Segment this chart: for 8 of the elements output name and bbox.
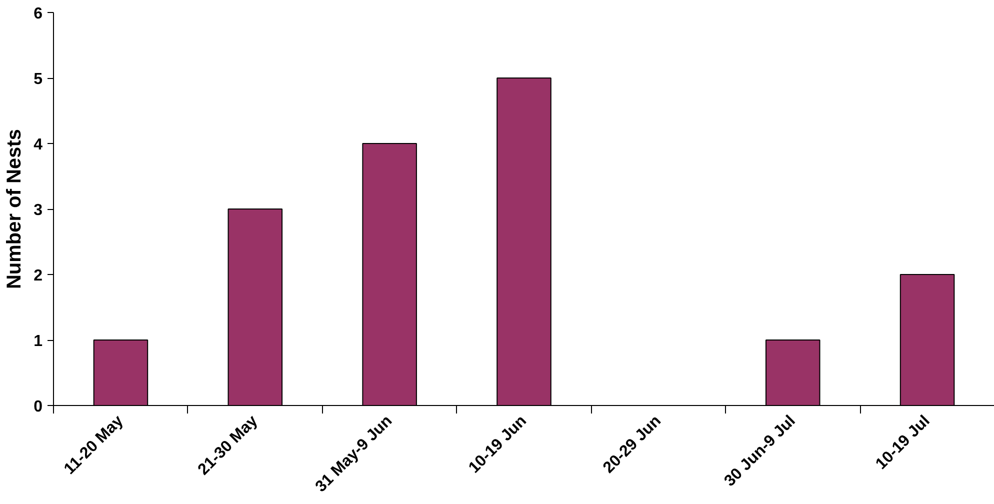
y-tick-label: 0 — [34, 398, 43, 416]
y-tick-label: 6 — [34, 6, 43, 22]
y-axis-title: Number of Nests — [4, 128, 26, 290]
y-tick-label: 2 — [34, 268, 43, 284]
y-tick-label: 1 — [34, 333, 43, 350]
y-tick-label: 4 — [34, 136, 43, 154]
y-tick-label: 5 — [34, 71, 43, 88]
y-tick-label: 3 — [34, 202, 43, 219]
